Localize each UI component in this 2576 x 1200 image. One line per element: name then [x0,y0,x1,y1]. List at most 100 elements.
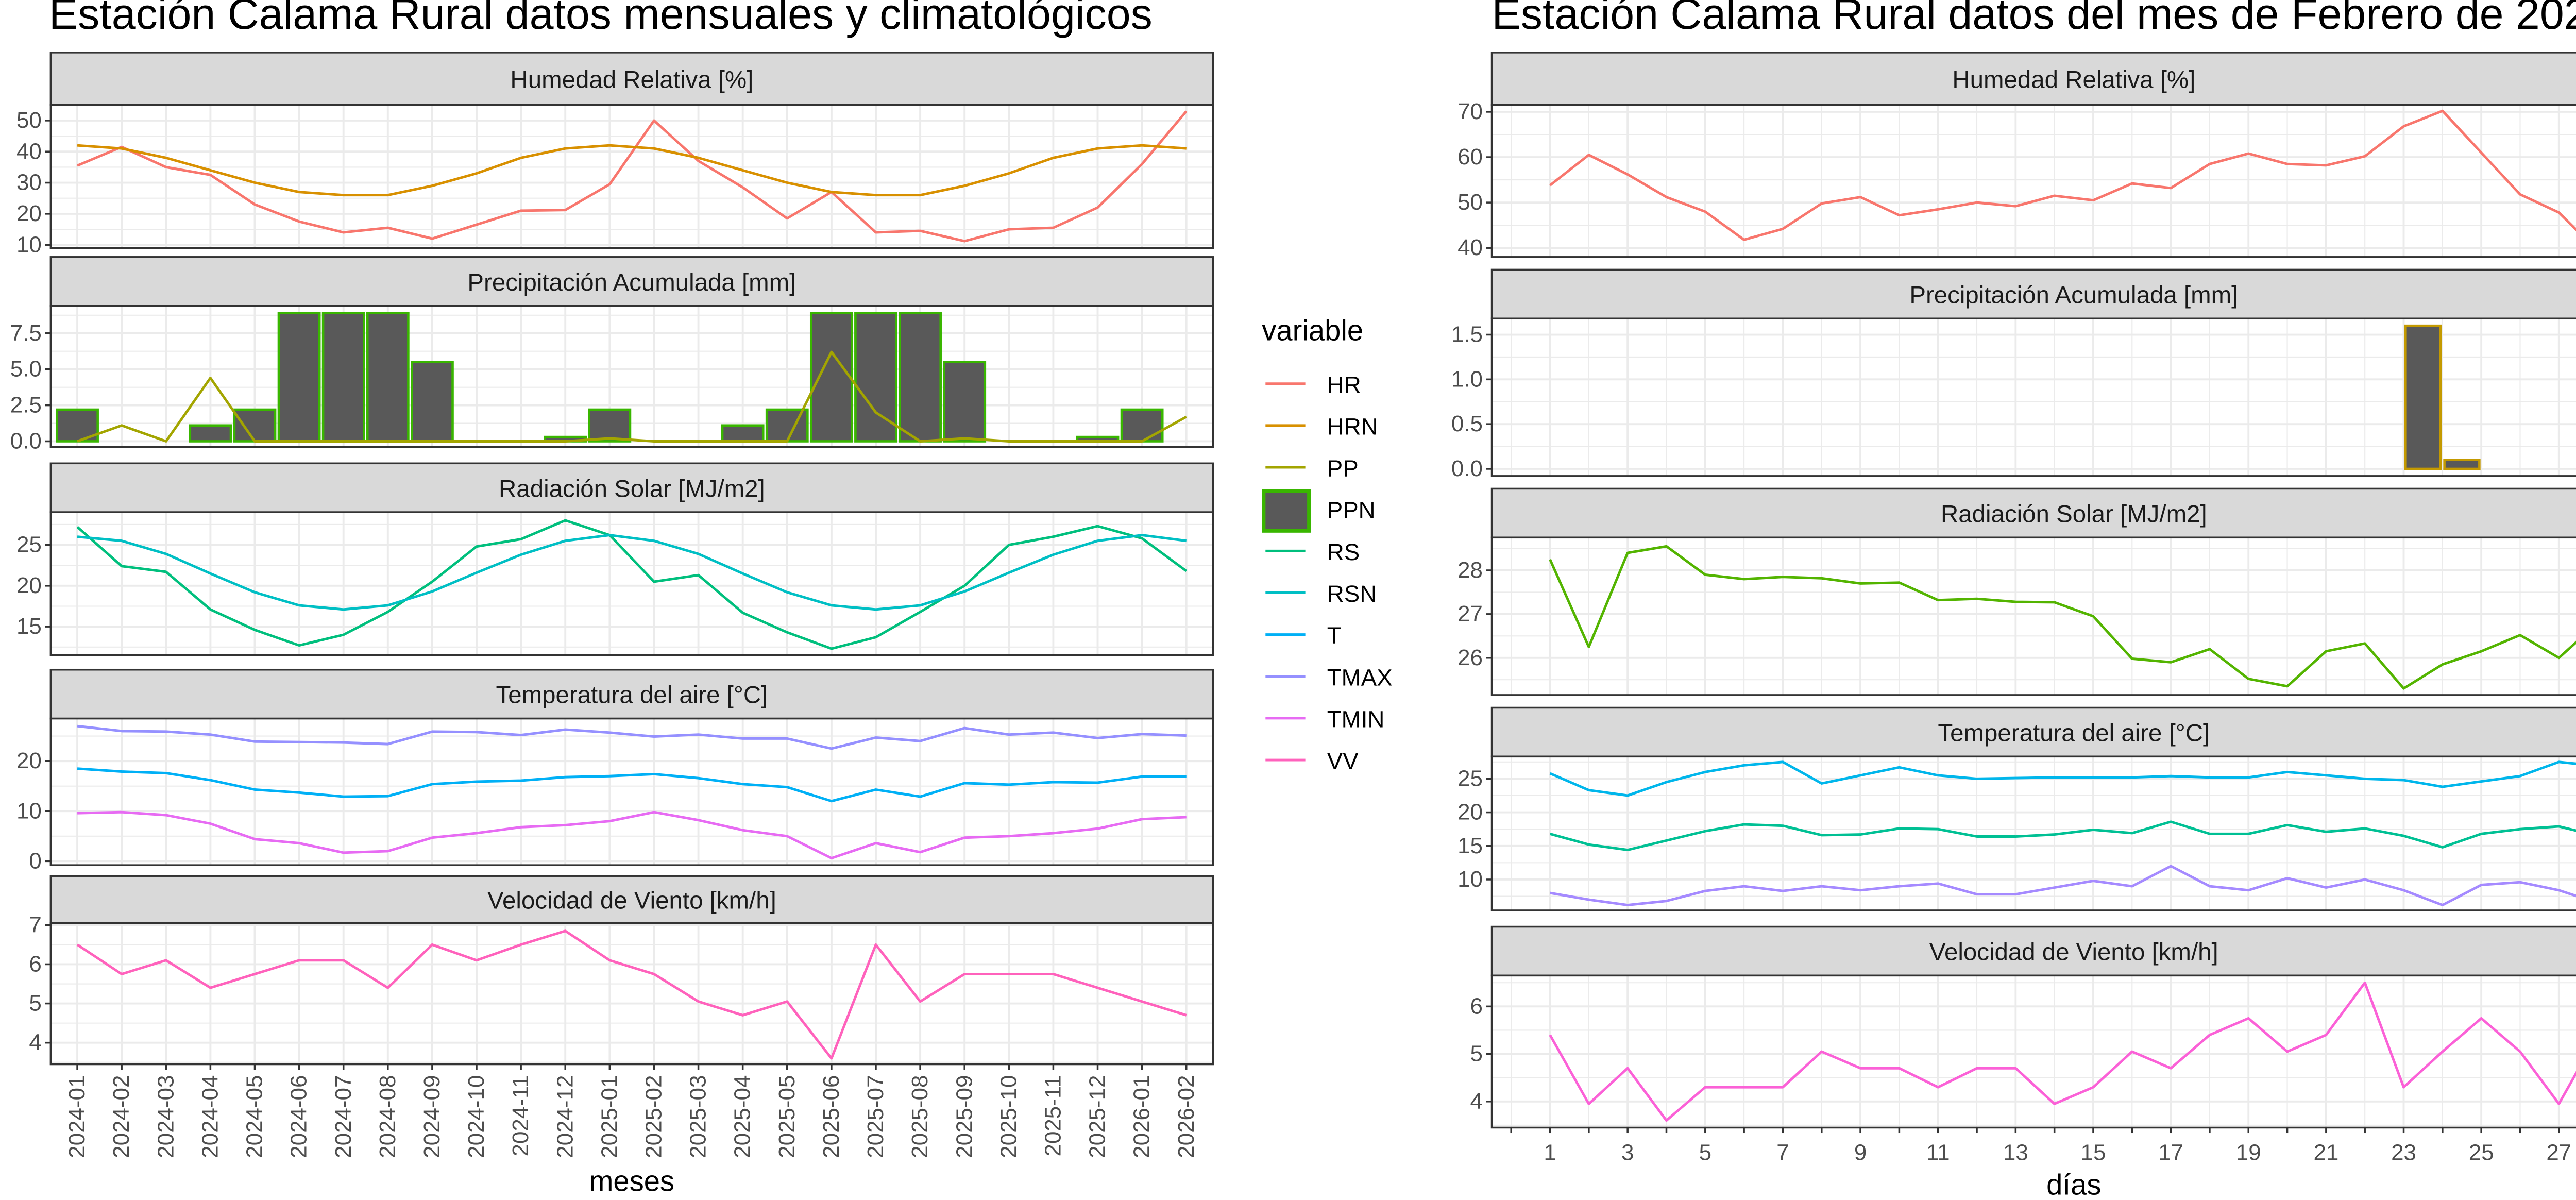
facet-strip [1490,52,2576,106]
bar [189,424,232,443]
legend-label: TMIN [1327,706,1385,732]
facet-strip [49,256,1214,307]
y-tick-label: 20 [16,748,42,773]
y-tick-label: 0.0 [10,429,42,454]
y-tick-label: 40 [16,139,42,164]
legend-item: TMAX [1265,664,1393,690]
bar [2443,459,2481,470]
panel-border [49,104,1214,249]
y-tick-label: 15 [1458,833,1483,858]
y-tick-label: 2.5 [10,393,42,418]
panel-border [1490,317,2576,477]
chart-title: Estación Calama Rural datos del mes de F… [1492,0,2576,38]
y-tick-label: 5.0 [10,357,42,382]
x-tick-label: 2025-08 [907,1075,933,1158]
facet-strip-label: Radiación Solar [MJ/m2] [499,475,765,502]
facet-panel: Velocidad de Viento [km/h] 4 5 6 [1470,925,2576,1129]
panel-border [1490,104,2576,258]
monthly-chart: Estación Calama Rural datos mensuales y … [10,0,1393,1197]
y-tick-label: 4 [1470,1089,1483,1114]
legend: variable HR HRN PP PPN RS RSN T TMAX TMIN VV [1262,314,1393,774]
y-tick-label: 20 [16,201,42,226]
series-line-rs [1549,545,2576,690]
legend-label: RS [1327,539,1360,565]
y-tick-label: 5 [29,991,41,1016]
facet-panel: Radiación Solar [MJ/m2] 26 27 28 [1458,487,2576,696]
legend-label: RSN [1327,581,1377,607]
bar [366,312,410,443]
panel-border [1490,536,2576,696]
legend-label: PP [1327,455,1359,482]
bar [277,312,321,443]
series-line-rs [76,519,1188,650]
panel-background [1492,537,2576,695]
y-tick-label: 0 [29,848,41,873]
bar [1120,408,1164,443]
x-tick-label: 2024-03 [153,1075,178,1158]
series-line-tmin [1550,865,2576,906]
bar [721,424,765,443]
legend-item: T [1265,622,1342,649]
legend-label: T [1327,622,1342,649]
x-tick-label: 2025-03 [686,1075,711,1158]
facet-strip [49,668,1214,720]
x-tick-label: 2025-07 [863,1075,888,1158]
x-tick-label: 2026-01 [1129,1075,1155,1158]
series-line-pp [77,350,1187,443]
legend-item: VV [1265,748,1359,774]
x-tick-label: 2024-10 [464,1075,489,1158]
facet-panel: Humedad Relativa [%] 10 20 30 40 50 [16,52,1214,257]
x-tick-label: 2024-05 [242,1075,267,1158]
x-tick-label: 2024-04 [197,1075,223,1158]
y-tick-label: 50 [16,108,42,133]
x-axis: 2024-01 2024-02 2024-03 2024-04 2024-05 2024-… [64,1064,1199,1197]
facet-panel: Radiación Solar [MJ/m2] 15 20 25 [16,462,1214,656]
y-tick-label: 28 [1458,557,1483,583]
x-tick-label: 2025-10 [996,1075,1021,1158]
y-tick-label: 10 [16,798,42,823]
panel-border [49,922,1214,1066]
y-tick-label: 5 [1470,1041,1483,1067]
series-line-rsn [77,534,1187,611]
y-tick-label: 6 [29,952,41,977]
panel-background [50,718,1213,866]
x-tick-label: 2025-02 [641,1075,666,1158]
y-tick-label: 10 [16,232,42,257]
x-axis-title: días [2046,1168,2101,1200]
x-tick-label: 2024-12 [552,1075,578,1158]
legend-label: TMAX [1327,664,1393,690]
series-line-t [77,767,1187,803]
facet-panel: Temperatura del aire [°C] 0 10 20 [16,668,1214,873]
facet-panel: Velocidad de Viento [km/h] 4 5 6 7 [29,875,1214,1066]
series-line-vv [76,929,1187,1060]
facet-strip-label: Humedad Relativa [%] [510,66,753,93]
legend-item: HR [1265,371,1361,398]
x-tick-label: 2025-04 [730,1075,755,1158]
series-line-hr [1549,109,2576,241]
x-tick-label: 2024-06 [286,1075,312,1158]
panel-background [50,512,1213,655]
facet-strip [49,52,1214,106]
y-tick-label: 60 [1458,144,1483,170]
bar [411,361,454,443]
legend-key-bar [1262,489,1311,533]
x-tick-label: 9 [1854,1140,1867,1165]
bar [943,361,987,443]
legend-label: VV [1327,748,1359,774]
panel-border [1490,974,2576,1129]
bar [233,408,277,443]
y-tick-label: 4 [29,1030,41,1055]
y-tick-label: 25 [16,532,42,557]
facet-strip [1490,487,2576,539]
facet-strip-label: Temperatura del aire [°C] [1938,720,2210,747]
x-tick-label: 2025-01 [597,1075,622,1158]
legend-item: PPN [1262,489,1376,533]
facet-strip-label: Precipitación Acumulada [mm] [1909,281,2238,309]
facet-strip-label: Radiación Solar [MJ/m2] [1941,500,2207,528]
y-tick-label: 10 [1458,867,1483,892]
daily-chart: Estación Calama Rural datos del mes de F… [1451,0,2576,1200]
x-tick-label: 2024-08 [375,1075,400,1158]
chart-title: Estación Calama Rural datos mensuales y … [49,0,1153,38]
facet-strip-label: Velocidad de Viento [km/h] [487,887,776,914]
